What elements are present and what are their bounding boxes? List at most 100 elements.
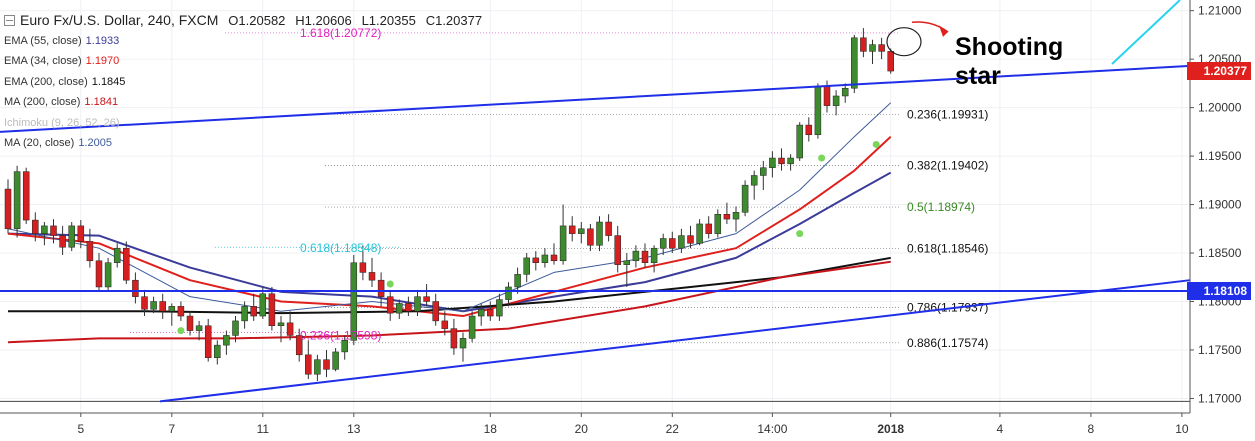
candle-body [477, 309, 485, 317]
candle-body [359, 262, 367, 273]
candle-body [487, 309, 494, 317]
candle [396, 299, 403, 319]
candle [341, 335, 348, 360]
y-tick-label: 1.19500 [1198, 149, 1242, 163]
candle [168, 303, 176, 326]
candle-body [541, 254, 549, 263]
candle [13, 165, 21, 238]
candle [596, 216, 603, 252]
candle [314, 354, 321, 382]
candle [204, 318, 212, 362]
x-tick-label: 5 [77, 422, 84, 436]
x-tick-label: 20 [575, 422, 589, 436]
candle-body [878, 44, 885, 52]
candle-body [814, 86, 822, 136]
fib-level-label: 0.382(1.19402) [907, 159, 988, 173]
candle [578, 222, 585, 244]
candle-body [305, 354, 312, 375]
candle-body [559, 225, 567, 262]
candle-body [696, 223, 703, 244]
candle [496, 293, 503, 321]
candle-body [468, 315, 476, 339]
legend-ichimoku[interactable]: Ichimoku (9, 26, 52, 26) [4, 116, 120, 129]
candle-body [396, 303, 403, 314]
y-tick-label: 1.18500 [1198, 246, 1242, 260]
legend-ma200[interactable]: MA (200, close) 1.1841 [4, 96, 119, 108]
candle-body [113, 247, 121, 263]
candle-body [869, 44, 876, 52]
trend-lines [0, 0, 1191, 403]
candle [241, 301, 248, 329]
candle-body [760, 167, 767, 176]
candle [232, 316, 239, 343]
candle [723, 202, 731, 224]
candle [477, 303, 485, 326]
candle [732, 206, 740, 232]
candle-body [168, 306, 176, 312]
candle [86, 228, 94, 268]
candle [132, 272, 139, 304]
candle-body [350, 262, 358, 341]
candle-body [286, 322, 294, 336]
candle-body [159, 301, 166, 312]
candle [814, 83, 822, 139]
candle-body [341, 340, 348, 353]
candle-body [678, 235, 685, 249]
candle-body [887, 51, 894, 72]
candle [59, 225, 66, 255]
series-line-2 [8, 256, 891, 315]
fib-level-label: 0.886(1.17574) [907, 336, 988, 350]
legend-ema200[interactable]: EMA (200, close) 1.1845 [4, 75, 126, 88]
candle-body [4, 188, 12, 230]
legend-ema55[interactable]: EMA (55, close) 1.1933 [4, 34, 120, 47]
high-value: H1.20606 [295, 13, 352, 28]
last-price-tag: 1.20377 [1187, 62, 1251, 81]
candle [22, 167, 30, 224]
candle-body [204, 325, 212, 358]
candle [286, 311, 294, 341]
candle [696, 219, 703, 246]
cyan-trendline [1111, 0, 1181, 65]
candle [177, 301, 185, 321]
candle [359, 245, 367, 281]
candle-body [832, 95, 840, 106]
fib-annotation-label: 1.618(1.20772) [300, 26, 381, 40]
candle [214, 340, 221, 365]
candle-body [323, 359, 330, 370]
fib-level-label: 0.5(1.18974) [907, 200, 975, 214]
legend-ema34[interactable]: EMA (34, close) 1.1970 [4, 55, 120, 67]
candle [550, 243, 558, 265]
collapse-icon[interactable] [4, 15, 15, 26]
candle [223, 330, 230, 355]
candle-body [223, 335, 230, 346]
legend-ma20[interactable]: MA (20, close) 1.2005 [4, 137, 112, 149]
candle-body [623, 260, 631, 265]
series-line-3 [7, 260, 891, 344]
candle-body [550, 254, 558, 262]
candle-body [32, 219, 39, 234]
candle [68, 222, 75, 252]
candle-body [104, 262, 112, 288]
candle [195, 320, 203, 341]
candle [623, 253, 631, 287]
candle [805, 117, 813, 142]
candle [487, 301, 494, 321]
candle-body [587, 228, 594, 246]
y-tick-label: 1.17000 [1198, 391, 1242, 405]
candle-body [732, 212, 740, 220]
candle-body [41, 225, 48, 234]
candle [104, 257, 112, 292]
candle [113, 243, 121, 268]
open-value: O1.20582 [228, 13, 286, 28]
candle [687, 225, 694, 249]
y-tick-label: 1.17500 [1198, 343, 1242, 357]
candle [350, 254, 358, 346]
candle [505, 282, 512, 307]
candle-body [459, 338, 467, 349]
candle [568, 216, 576, 242]
candle-body [823, 86, 831, 106]
candle [632, 245, 640, 268]
candle [641, 243, 649, 268]
candle [95, 253, 103, 292]
